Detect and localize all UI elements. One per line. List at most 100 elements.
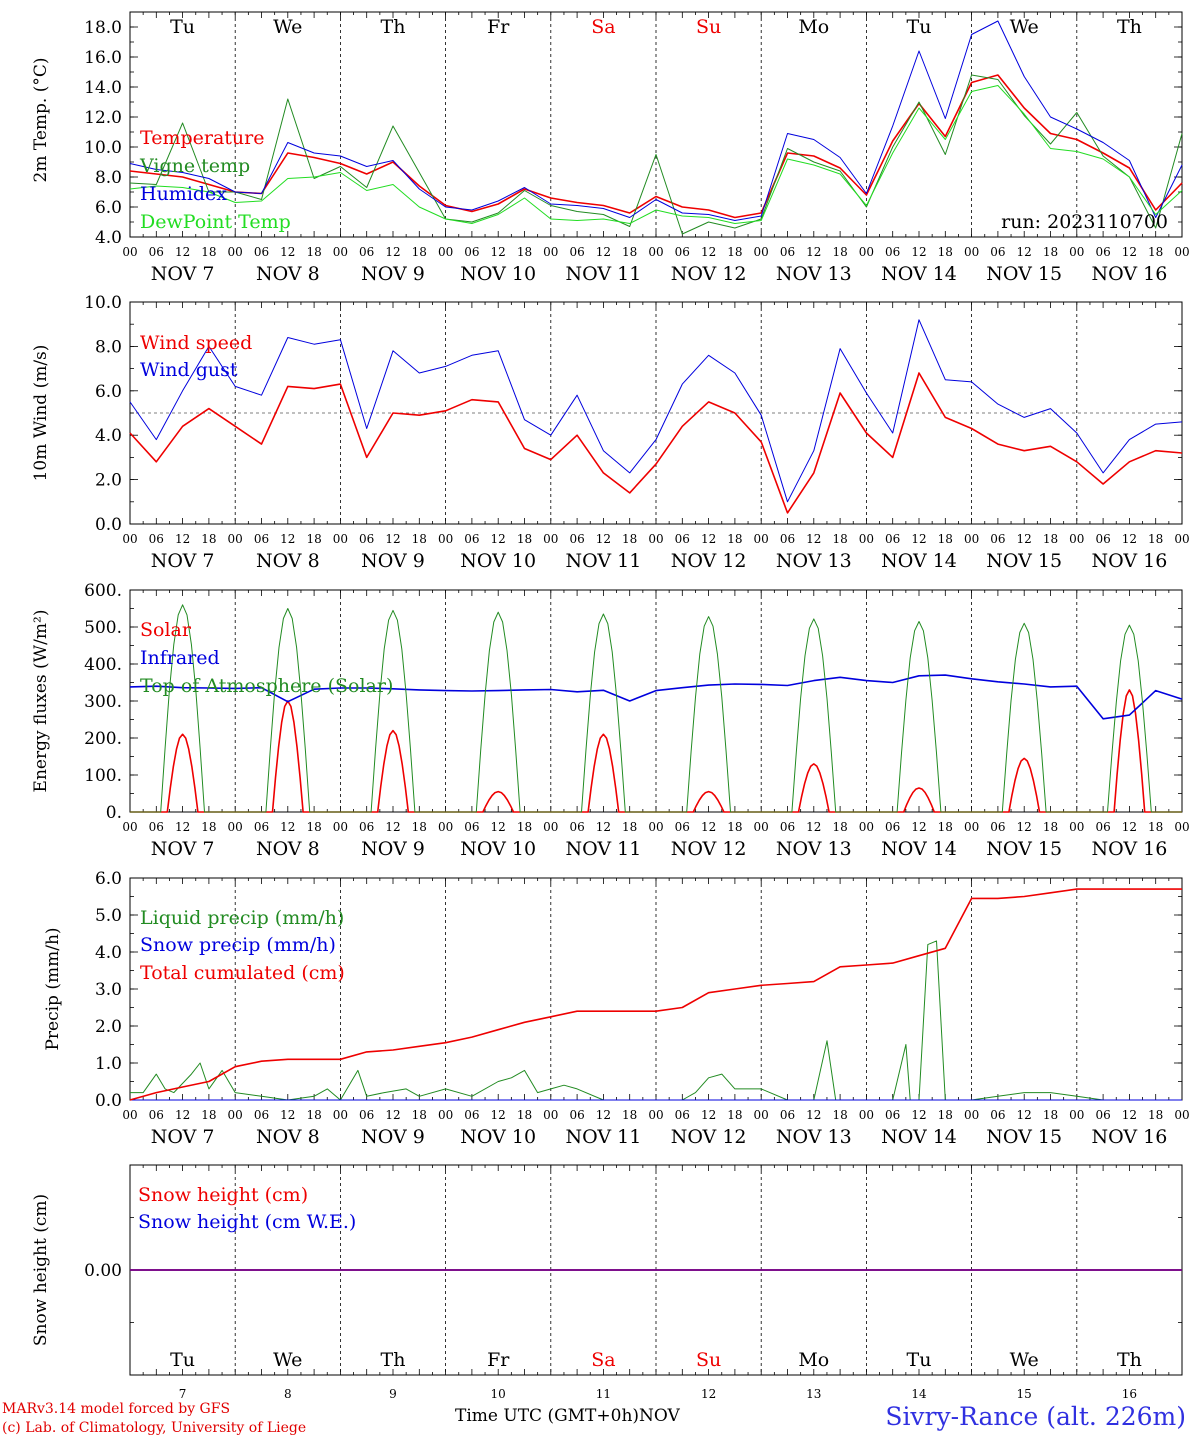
hour-tick-label: 12: [385, 820, 400, 834]
hour-tick-label: 00: [1174, 1108, 1189, 1122]
hour-tick-label: 06: [885, 820, 900, 834]
hour-tick-label: 12: [1122, 1108, 1137, 1122]
series-dewpoint-temp: [129, 85, 1183, 224]
hour-tick-label: 00: [1069, 532, 1084, 546]
hour-tick-label: 06: [464, 245, 479, 259]
hour-tick-label: 18: [1148, 1108, 1163, 1122]
y-tick-label: 3.0: [95, 980, 122, 1000]
hour-tick-label: 12: [806, 245, 821, 259]
hour-tick-label: 12: [175, 532, 190, 546]
hour-tick-label: 18: [938, 532, 953, 546]
hour-tick-label: 18: [727, 1108, 742, 1122]
hour-tick-label: 12: [280, 820, 295, 834]
hour-tick-label: 00: [438, 532, 453, 546]
hour-tick-label: 00: [438, 820, 453, 834]
weekday-label: Th: [1117, 16, 1142, 38]
day-number-label: 7: [179, 1387, 187, 1401]
hour-tick-label: 00: [333, 532, 348, 546]
day-date-label: NOV 16: [1091, 1126, 1167, 1148]
hour-tick-label: 06: [254, 532, 269, 546]
day-date-label: NOV 16: [1091, 263, 1167, 285]
hour-tick-label: 00: [964, 1108, 979, 1122]
hour-tick-label: 12: [1122, 245, 1137, 259]
hour-tick-label: 00: [1174, 820, 1189, 834]
hour-tick-label: 18: [517, 532, 532, 546]
hour-tick-label: 06: [1095, 1108, 1110, 1122]
hour-tick-label: 18: [1148, 820, 1163, 834]
hour-tick-label: 06: [780, 245, 795, 259]
day-date-label: NOV 11: [565, 838, 641, 860]
hour-tick-label: 18: [832, 245, 847, 259]
hour-tick-label: 12: [491, 820, 506, 834]
hour-tick-label: 18: [938, 820, 953, 834]
day-date-label: NOV 10: [460, 838, 536, 860]
hour-tick-label: 00: [228, 1108, 243, 1122]
y-tick-label: 400.: [84, 655, 122, 675]
day-date-label: NOV 13: [776, 838, 852, 860]
y-tick-label: 4.0: [95, 426, 122, 446]
day-date-label: NOV 12: [671, 838, 747, 860]
series-total-cumulated-cm-: [129, 888, 1182, 1101]
hour-tick-label: 00: [1174, 245, 1189, 259]
hour-tick-label: 18: [1043, 820, 1058, 834]
legend-entry: Snow precip (mm/h): [140, 934, 336, 956]
day-date-label: NOV 7: [151, 1126, 215, 1148]
hour-tick-label: 18: [938, 1108, 953, 1122]
hour-tick-label: 06: [780, 820, 795, 834]
hour-tick-label: 00: [122, 245, 137, 259]
weekday-label: Th: [381, 16, 406, 38]
hour-tick-label: 00: [228, 820, 243, 834]
hour-tick-label: 06: [990, 1108, 1005, 1122]
hour-tick-label: 12: [701, 1108, 716, 1122]
day-date-label: NOV 7: [151, 838, 215, 860]
hour-tick-label: 12: [911, 1108, 926, 1122]
day-date-label: NOV 14: [881, 1126, 957, 1148]
hour-tick-label: 18: [727, 820, 742, 834]
hour-tick-label: 18: [412, 245, 427, 259]
hour-tick-label: 00: [754, 820, 769, 834]
hour-tick-label: 00: [648, 1108, 663, 1122]
y-tick-label: 6.0: [95, 382, 122, 402]
day-number-label: 11: [596, 1387, 611, 1401]
day-date-label: NOV 8: [256, 263, 320, 285]
hour-tick-label: 18: [306, 245, 321, 259]
model-credit: MARv3.14 model forced by GFS: [2, 1401, 231, 1417]
weekday-label: Sa: [591, 1349, 615, 1371]
hour-tick-label: 18: [1043, 245, 1058, 259]
hour-tick-label: 00: [648, 245, 663, 259]
hour-tick-label: 06: [359, 820, 374, 834]
legend-entry: Snow height (cm W.E.): [138, 1211, 356, 1233]
month-label: NOV: [639, 1406, 680, 1426]
day-date-label: NOV 15: [986, 550, 1062, 572]
day-date-label: NOV 14: [881, 550, 957, 572]
y-tick-label: 2.0: [95, 1017, 122, 1037]
hour-tick-label: 12: [596, 1108, 611, 1122]
weekday-label: Fr: [487, 16, 510, 38]
day-date-label: NOV 12: [671, 263, 747, 285]
hour-tick-label: 06: [1095, 532, 1110, 546]
hour-tick-label: 06: [464, 820, 479, 834]
legend-entry: Wind speed: [140, 332, 252, 354]
y-tick-label: 1.0: [95, 1054, 122, 1074]
y-tick-label: 0.0: [95, 515, 122, 535]
hour-tick-label: 18: [832, 820, 847, 834]
legend-entry: DewPoint Temp: [140, 211, 291, 233]
hour-tick-label: 00: [122, 532, 137, 546]
legend-entry: Temperature: [140, 127, 264, 149]
hour-tick-label: 00: [859, 245, 874, 259]
lab-credit: (c) Lab. of Climatology, University of L…: [2, 1420, 307, 1436]
y-tick-label: 500.: [84, 618, 122, 638]
y-tick-label: 10.0: [84, 138, 122, 158]
hour-tick-label: 12: [491, 1108, 506, 1122]
time-axis-label-text: Time UTC (GMT+0h): [455, 1406, 640, 1426]
hour-tick-label: 00: [122, 1108, 137, 1122]
hour-tick-label: 06: [885, 532, 900, 546]
hour-tick-label: 00: [543, 820, 558, 834]
weekday-label: Tu: [907, 16, 932, 38]
day-date-label: NOV 14: [881, 838, 957, 860]
hour-tick-label: 12: [491, 245, 506, 259]
day-date-label: NOV 11: [565, 1126, 641, 1148]
hour-tick-label: 00: [754, 1108, 769, 1122]
y-tick-label: 8.0: [95, 337, 122, 357]
hour-tick-label: 00: [228, 245, 243, 259]
